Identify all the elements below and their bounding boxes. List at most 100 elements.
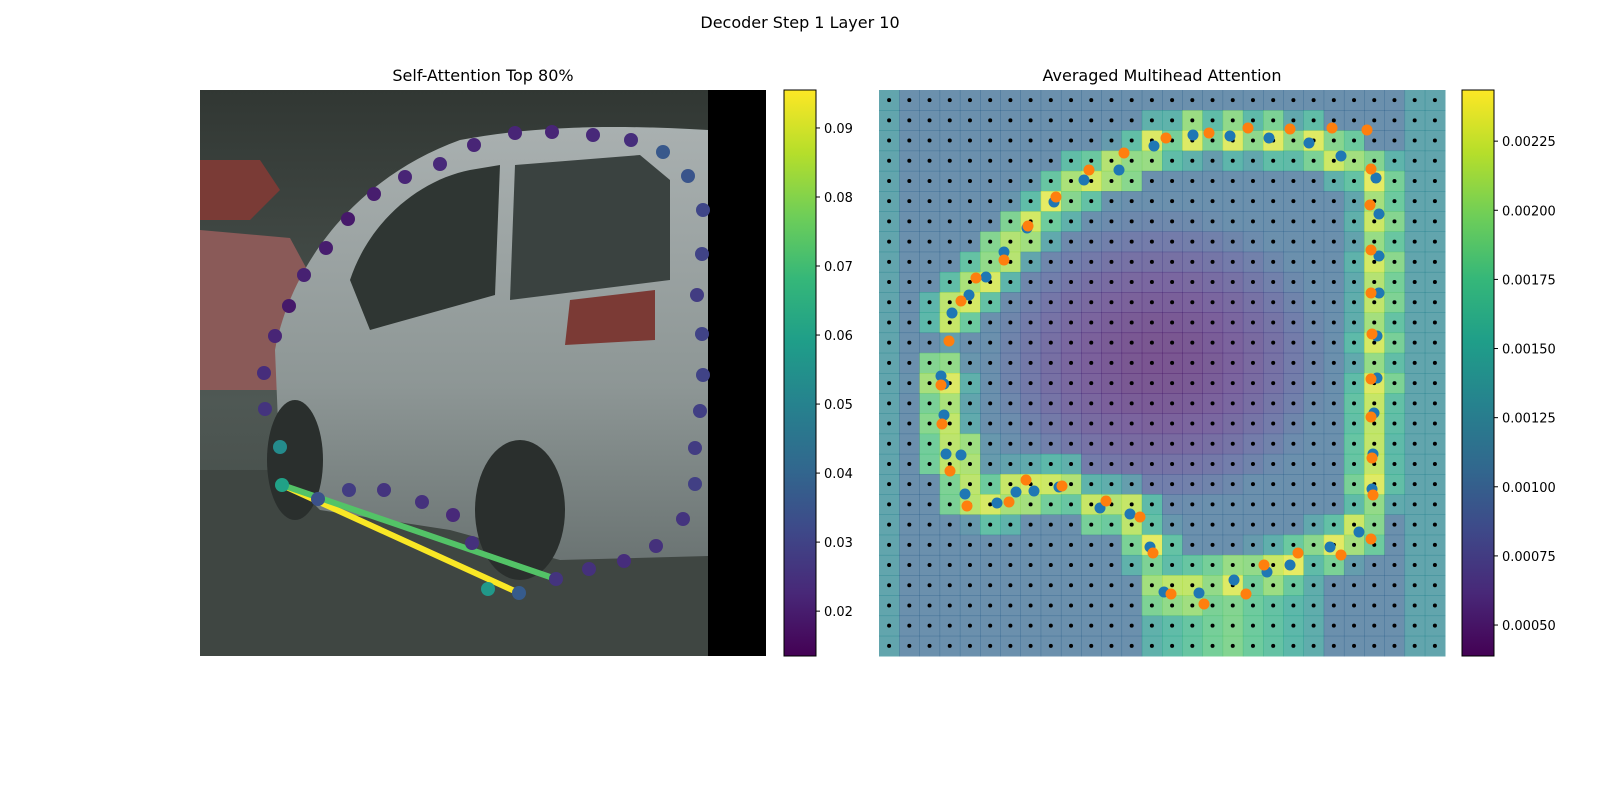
colorbar-gradient: [1461, 89, 1495, 657]
reference-grid-dot: [1089, 421, 1094, 426]
reference-grid-dot: [1129, 461, 1134, 466]
sampling-point: [508, 126, 522, 140]
reference-grid-dot: [1291, 158, 1296, 163]
reference-grid-dot: [1412, 259, 1417, 264]
reference-grid-dot: [1129, 542, 1134, 547]
colorbar-tick-label: 0.00175: [1502, 273, 1556, 288]
reference-grid-dot: [1109, 583, 1114, 588]
reference-grid-dot: [1028, 522, 1033, 527]
reference-grid-dot: [1392, 583, 1397, 588]
reference-grid-dot: [907, 542, 912, 547]
sampling-point: [696, 203, 710, 217]
reference-grid-dot: [1432, 482, 1437, 487]
reference-grid-dot: [1432, 340, 1437, 345]
reference-grid-dot: [1271, 522, 1276, 527]
reference-grid-dot: [1271, 219, 1276, 224]
reference-grid-dot: [947, 643, 952, 648]
reference-grid-dot: [1069, 441, 1074, 446]
blue-point: [963, 289, 975, 301]
reference-grid-dot: [1432, 360, 1437, 365]
reference-grid-dot: [1149, 98, 1154, 103]
reference-grid-dot: [1210, 219, 1215, 224]
reference-grid-dot: [1149, 421, 1154, 426]
reference-grid-dot: [1291, 441, 1296, 446]
sampling-point: [297, 268, 311, 282]
reference-grid-dot: [1271, 381, 1276, 386]
reference-grid-dot: [1311, 643, 1316, 648]
reference-grid-dot: [1412, 401, 1417, 406]
reference-grid-dot: [1028, 603, 1033, 608]
colorbar-tick-label: 0.07: [824, 260, 853, 275]
reference-grid-dot: [1311, 98, 1316, 103]
reference-grid-dot: [1352, 381, 1357, 386]
reference-grid-dot: [967, 300, 972, 305]
reference-grid-dot: [988, 461, 993, 466]
blue-point: [1324, 541, 1336, 553]
reference-grid-dot: [1230, 643, 1235, 648]
colorbar-gradient: [783, 89, 817, 657]
reference-grid-dot: [1230, 178, 1235, 183]
reference-grid-dot: [1028, 118, 1033, 123]
reference-grid-dot: [1149, 583, 1154, 588]
colorbar-tick-label: 0.02: [824, 605, 853, 620]
reference-grid-dot: [1291, 259, 1296, 264]
reference-grid-dot: [1210, 360, 1215, 365]
reference-grid-dot: [1210, 401, 1215, 406]
reference-grid-dot: [1069, 603, 1074, 608]
reference-grid-dot: [907, 482, 912, 487]
reference-grid-dot: [1392, 199, 1397, 204]
reference-grid-dot: [1210, 239, 1215, 244]
reference-grid-dot: [1412, 98, 1417, 103]
reference-grid-dot: [1028, 98, 1033, 103]
sampling-point: [676, 512, 690, 526]
reference-grid-dot: [1069, 158, 1074, 163]
reference-grid-dot: [967, 178, 972, 183]
reference-grid-dot: [1311, 259, 1316, 264]
reference-grid-dot: [988, 118, 993, 123]
reference-grid-dot: [1089, 98, 1094, 103]
reference-grid-dot: [1412, 340, 1417, 345]
reference-grid-dot: [1089, 158, 1094, 163]
reference-grid-dot: [1352, 280, 1357, 285]
reference-grid-dot: [1230, 482, 1235, 487]
reference-grid-dot: [947, 178, 952, 183]
orange-point: [1326, 122, 1338, 134]
reference-grid-dot: [1331, 583, 1336, 588]
orange-point: [1365, 163, 1377, 175]
reference-grid-dot: [1392, 603, 1397, 608]
reference-grid-dot: [1372, 563, 1377, 568]
reference-grid-dot: [1291, 138, 1296, 143]
orange-point: [1258, 559, 1270, 571]
reference-grid-dot: [1412, 522, 1417, 527]
reference-grid-dot: [907, 280, 912, 285]
blue-point: [1373, 287, 1385, 299]
sampling-point: [624, 133, 638, 147]
orange-point: [961, 500, 973, 512]
reference-grid-dot: [1008, 118, 1013, 123]
reference-grid-dot: [927, 138, 932, 143]
reference-grid-dot: [947, 300, 952, 305]
reference-grid-dot: [1069, 563, 1074, 568]
reference-grid-dot: [1331, 360, 1336, 365]
reference-grid-dot: [1291, 381, 1296, 386]
reference-grid-dot: [1008, 300, 1013, 305]
reference-grid-dot: [927, 178, 932, 183]
sampling-point: [257, 366, 271, 380]
sampling-point: [341, 212, 355, 226]
reference-grid-dot: [1250, 178, 1255, 183]
reference-grid-dot: [1170, 461, 1175, 466]
reference-grid-dot: [1352, 421, 1357, 426]
reference-grid-dot: [1432, 138, 1437, 143]
reference-grid-dot: [1412, 280, 1417, 285]
reference-grid-dot: [1250, 219, 1255, 224]
reference-grid-dot: [1432, 583, 1437, 588]
reference-grid-dot: [1331, 401, 1336, 406]
reference-grid-dot: [1392, 320, 1397, 325]
reference-grid-dot: [1250, 482, 1255, 487]
reference-grid-dot: [887, 623, 892, 628]
reference-grid-dot: [1210, 461, 1215, 466]
sampling-point: [275, 478, 289, 492]
reference-grid-dot: [1069, 199, 1074, 204]
reference-grid-dot: [988, 199, 993, 204]
reference-grid-dot: [1048, 502, 1053, 507]
